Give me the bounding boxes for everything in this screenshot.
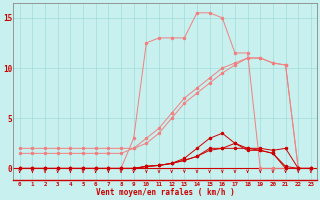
X-axis label: Vent moyen/en rafales ( km/h ): Vent moyen/en rafales ( km/h ) — [96, 188, 235, 197]
